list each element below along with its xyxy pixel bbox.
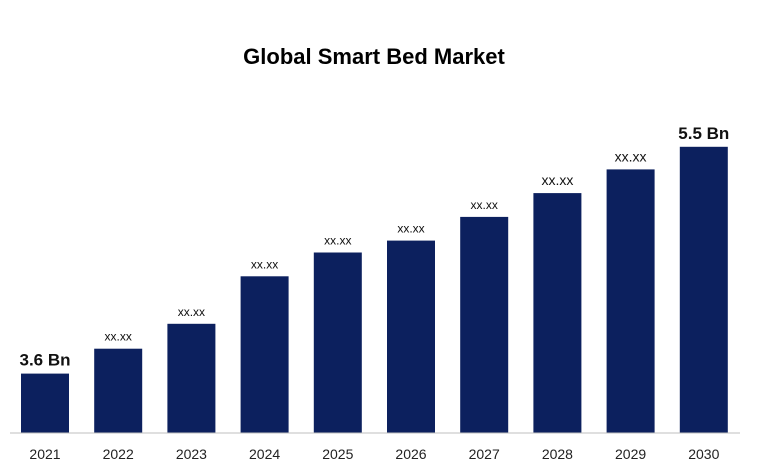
bars-group bbox=[21, 146, 728, 434]
bar-2028 bbox=[533, 193, 582, 433]
bar-2027 bbox=[460, 216, 509, 433]
x-tick-label-2030: 2030 bbox=[688, 446, 719, 462]
data-label-2028: xx.xx bbox=[541, 172, 573, 188]
x-tick-labels-group: 2021 2022 2023 2024 2025 2026 2027 2028 2029 2030 bbox=[29, 446, 719, 462]
data-label-2026: xx.xx bbox=[397, 222, 424, 236]
data-label-2029: xx.xx bbox=[615, 148, 647, 164]
bar-2024 bbox=[240, 276, 289, 434]
bar-2022 bbox=[94, 348, 143, 433]
data-label-2027: xx.xx bbox=[471, 198, 498, 212]
x-tick-label-2025: 2025 bbox=[322, 446, 353, 462]
x-tick-label-2027: 2027 bbox=[469, 446, 500, 462]
data-label-2022: xx.xx bbox=[105, 330, 132, 344]
chart-title: Global Smart Bed Market bbox=[243, 44, 505, 69]
bar-2030 bbox=[679, 146, 728, 434]
bar-2025 bbox=[313, 252, 362, 433]
x-tick-label-2026: 2026 bbox=[395, 446, 426, 462]
x-tick-label-2022: 2022 bbox=[103, 446, 134, 462]
x-tick-label-2029: 2029 bbox=[615, 446, 646, 462]
data-label-2024: xx.xx bbox=[251, 257, 278, 271]
bar-2021 bbox=[21, 373, 69, 433]
x-tick-label-2024: 2024 bbox=[249, 446, 280, 462]
x-tick-label-2021: 2021 bbox=[29, 446, 60, 462]
bar-2029 bbox=[606, 169, 655, 433]
data-label-2030: 5.5 Bn bbox=[678, 124, 729, 143]
data-labels-group: 3.6 Bn xx.xx xx.xx xx.xx xx.xx xx.xx xx.xx xx.x… bbox=[19, 124, 729, 370]
data-label-2025: xx.xx bbox=[324, 234, 351, 248]
bar-2023 bbox=[167, 323, 216, 433]
data-label-2021: 3.6 Bn bbox=[19, 351, 70, 370]
x-tick-label-2028: 2028 bbox=[542, 446, 573, 462]
x-tick-label-2023: 2023 bbox=[176, 446, 207, 462]
bar-2026 bbox=[387, 240, 435, 433]
data-label-2023: xx.xx bbox=[178, 305, 205, 319]
